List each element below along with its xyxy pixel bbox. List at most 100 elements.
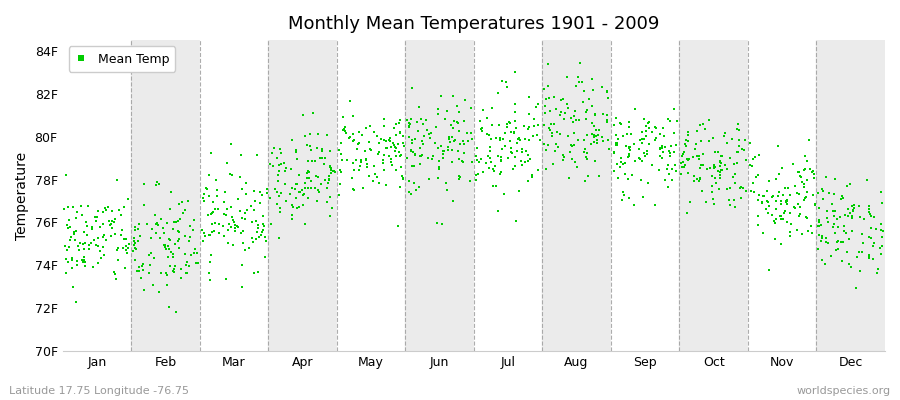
Point (716, 166, 730, 173)
Point (284, 212, 299, 219)
Point (600, 95, 615, 102)
Point (693, 176, 707, 182)
Point (500, 121, 514, 128)
Point (292, 172, 307, 178)
Point (543, 108, 557, 114)
Point (778, 208, 792, 214)
Point (546, 121, 561, 128)
Point (713, 172, 727, 178)
Point (82, 246, 96, 252)
Point (702, 117, 716, 124)
Point (451, 119, 465, 126)
Point (569, 117, 583, 124)
Point (812, 205, 826, 211)
Point (757, 193, 771, 200)
Point (506, 165, 520, 172)
Point (180, 259, 194, 266)
Point (726, 161, 741, 168)
Point (336, 127, 350, 133)
Point (468, 177, 482, 183)
Point (431, 111, 446, 117)
Point (152, 288, 166, 295)
Point (89, 218, 104, 224)
Point (386, 142, 400, 148)
Point (253, 200, 267, 207)
Point (790, 200, 805, 207)
Point (608, 121, 622, 128)
Point (607, 149, 621, 156)
Point (822, 190, 836, 196)
Point (274, 150, 289, 157)
Point (446, 158, 460, 165)
Point (160, 272, 175, 278)
Point (548, 148, 562, 154)
Point (442, 134, 456, 140)
Point (332, 146, 347, 153)
Point (209, 177, 223, 183)
Point (851, 203, 866, 209)
Point (526, 133, 541, 139)
Point (860, 177, 874, 183)
Point (121, 245, 135, 252)
Point (699, 198, 714, 205)
Point (812, 217, 826, 224)
Point (622, 153, 636, 160)
Point (504, 144, 518, 151)
Point (144, 250, 158, 256)
Point (556, 156, 571, 163)
Point (778, 185, 792, 191)
Point (157, 230, 171, 236)
Point (681, 132, 696, 138)
Point (844, 213, 859, 219)
Point (148, 212, 162, 218)
Point (634, 136, 649, 142)
Point (61, 259, 76, 265)
Point (320, 185, 334, 191)
Point (861, 206, 876, 212)
Point (694, 138, 708, 144)
Point (508, 125, 523, 131)
Point (495, 146, 509, 152)
Point (655, 125, 670, 132)
Point (408, 136, 422, 142)
Point (814, 238, 828, 244)
Point (621, 176, 635, 182)
Point (220, 227, 235, 233)
Point (793, 204, 807, 211)
Point (133, 233, 148, 239)
Point (74, 203, 88, 210)
Point (429, 124, 444, 130)
Point (556, 154, 571, 160)
Point (522, 110, 536, 117)
Point (298, 179, 312, 186)
Point (680, 210, 694, 216)
Point (491, 90, 505, 96)
Point (77, 257, 92, 264)
Point (771, 142, 786, 149)
Point (436, 155, 451, 162)
Point (279, 164, 293, 171)
Point (587, 139, 601, 145)
Point (236, 228, 250, 235)
Point (263, 161, 277, 167)
Point (288, 186, 302, 192)
Point (815, 188, 830, 194)
Point (471, 171, 485, 177)
Point (129, 245, 143, 252)
Point (494, 158, 508, 164)
Point (295, 112, 310, 118)
Point (202, 212, 216, 218)
Point (439, 180, 454, 186)
Point (873, 245, 887, 251)
Point (608, 142, 623, 148)
Point (249, 218, 264, 224)
Point (96, 209, 111, 216)
Point (814, 257, 829, 263)
Point (78, 219, 93, 226)
Point (546, 94, 561, 100)
Point (541, 142, 555, 148)
Point (217, 199, 231, 206)
Point (445, 147, 459, 154)
Point (246, 238, 260, 245)
Point (857, 215, 871, 222)
